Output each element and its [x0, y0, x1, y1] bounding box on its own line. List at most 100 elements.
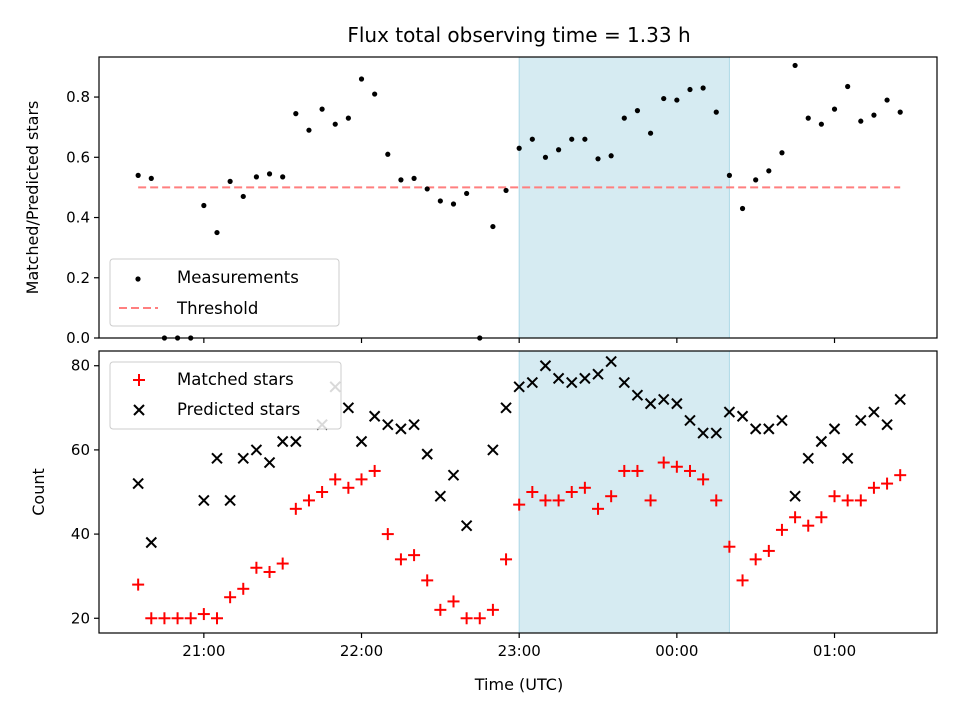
- bottom-plot-frame: [98, 350, 938, 634]
- measurement-point: [542, 154, 549, 160]
- predicted-star-point: [881, 418, 893, 431]
- predicted-star-point: [198, 494, 210, 507]
- matched-star-point: [605, 490, 618, 503]
- predicted-star-point: [434, 490, 447, 502]
- measurement-point: [201, 202, 207, 209]
- predicted-star-point: [513, 381, 525, 393]
- bottom-x-ticks: 21:00 22:00 23:00 00:00 01:00: [182, 633, 856, 660]
- predicted-star-point: [447, 469, 460, 481]
- predicted-star-point: [552, 372, 565, 385]
- measurement-point: [634, 108, 641, 114]
- predicted-star-point: [421, 448, 433, 460]
- matched-star-point: [276, 557, 289, 570]
- predicted-star-point: [631, 389, 644, 401]
- x-tick-label: 22:00: [340, 642, 383, 660]
- matched-star-point: [723, 540, 736, 553]
- measurement-point: [792, 62, 798, 69]
- top-legend: Measurements Threshold: [109, 258, 340, 327]
- matched-star-point: [815, 511, 828, 524]
- matched-star-point: [841, 494, 854, 507]
- predicted-star-point: [736, 410, 749, 422]
- measurement-point: [818, 121, 824, 127]
- matched-star-point: [434, 603, 447, 616]
- y-tick-label: 20: [71, 609, 90, 627]
- y-tick-label: 40: [71, 525, 90, 543]
- legend-matched-marker: [133, 374, 145, 386]
- predicted-star-point: [132, 477, 144, 490]
- matched-star-point: [197, 608, 210, 621]
- predicted-star-point: [276, 435, 289, 448]
- measurement-points: [135, 62, 903, 341]
- legend-threshold-label: Threshold: [176, 299, 258, 318]
- predicted-star-point: [644, 397, 657, 410]
- matched-star-point: [881, 477, 894, 490]
- matched-star-point: [631, 464, 644, 477]
- matched-star-point: [697, 473, 710, 486]
- matched-star-point: [500, 553, 513, 566]
- matched-star-point: [539, 494, 552, 507]
- matched-stars-points: [132, 456, 907, 625]
- measurement-point: [253, 174, 260, 180]
- predicted-star-point: [749, 423, 762, 435]
- measurement-point: [319, 106, 325, 112]
- measurement-point: [293, 111, 299, 117]
- predicted-star-point: [855, 414, 867, 427]
- x-tick-label: 23:00: [498, 642, 541, 660]
- measurement-point: [805, 115, 811, 121]
- matched-star-point: [552, 494, 565, 507]
- matched-star-point: [736, 574, 749, 587]
- legend-predicted-marker: [133, 404, 145, 416]
- predicted-star-point: [250, 444, 263, 456]
- predicted-star-point: [539, 360, 552, 372]
- matched-star-point: [145, 612, 158, 625]
- measurement-point: [503, 187, 509, 194]
- top-plot-frame: [98, 56, 938, 339]
- matched-star-point: [565, 486, 578, 498]
- matched-star-point: [250, 561, 263, 574]
- matched-star-point: [894, 469, 907, 482]
- measurement-point: [280, 174, 286, 180]
- predicted-star-point: [815, 435, 828, 448]
- measurement-point: [516, 145, 522, 151]
- matched-star-point: [408, 549, 421, 562]
- legend-matched-label: Matched stars: [177, 370, 294, 389]
- y-tick-label: 60: [71, 441, 90, 459]
- predicted-star-point: [802, 452, 814, 465]
- predicted-star-point: [723, 406, 736, 418]
- y-tick-label: 0.0: [66, 329, 90, 347]
- measurement-point: [647, 130, 654, 136]
- measurement-point: [779, 150, 785, 156]
- matched-star-point: [867, 481, 880, 494]
- measurement-point: [135, 172, 141, 178]
- predicted-star-point: [290, 435, 302, 448]
- measurement-point: [595, 156, 601, 162]
- matched-star-point: [789, 511, 802, 524]
- predicted-star-point: [868, 406, 880, 418]
- legend-measurements-marker: [135, 276, 141, 282]
- measurement-point: [490, 223, 496, 230]
- matched-star-point: [670, 460, 683, 473]
- matched-star-point: [644, 494, 657, 507]
- matched-star-point: [184, 612, 197, 625]
- measurement-point: [398, 177, 404, 183]
- predicted-star-point: [697, 427, 709, 439]
- measurement-point: [464, 190, 470, 197]
- measurement-point: [766, 168, 772, 174]
- predicted-star-point: [789, 490, 801, 502]
- predicted-star-point: [710, 427, 722, 439]
- bottom-y-axis-label: Count: [29, 468, 48, 516]
- matched-star-point: [828, 490, 841, 503]
- matched-star-point: [749, 553, 762, 566]
- matched-star-point: [592, 502, 605, 515]
- x-tick-label: 00:00: [655, 642, 698, 660]
- matched-star-point: [513, 498, 526, 511]
- measurement-point: [858, 118, 864, 124]
- measurement-point: [345, 115, 351, 121]
- measurement-point: [608, 153, 614, 159]
- predicted-star-point: [841, 452, 854, 465]
- matched-star-point: [762, 544, 775, 557]
- predicted-star-point: [526, 376, 539, 389]
- predicted-star-point: [684, 414, 696, 427]
- predicted-star-point: [342, 402, 355, 414]
